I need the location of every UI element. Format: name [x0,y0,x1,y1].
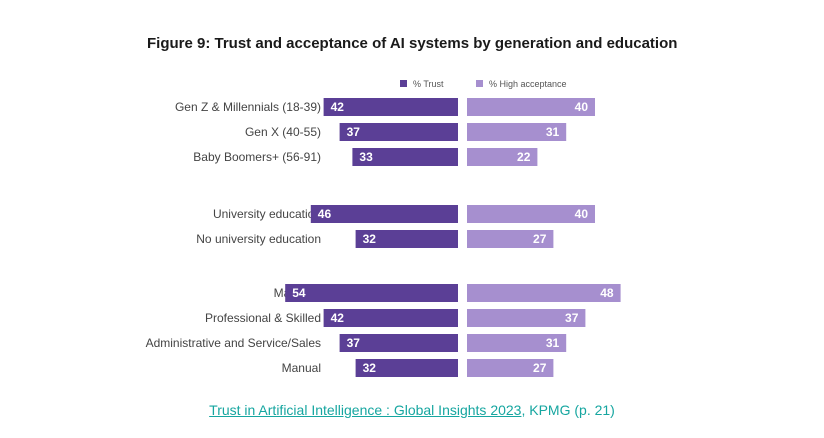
chart: Figure 9: Trust and acceptance of AI sys… [146,35,677,377]
source-caption: Trust in Artificial Intelligence : Globa… [0,402,824,418]
trust-bar-no-university-education [355,230,458,248]
legend-label-acceptance: % High acceptance [489,79,567,89]
acceptance-bar-baby-boomers-56-91 [467,148,538,166]
acceptance-bar-manager [467,284,621,302]
legend-swatch-acceptance [476,80,483,87]
legend-label-trust: % Trust [413,79,444,89]
acceptance-value-manager: 48 [600,286,614,300]
trust-value-gen-x-40-55: 37 [347,125,361,139]
acceptance-value-university-education: 40 [575,207,589,221]
category-label-baby-boomers-56-91: Baby Boomers+ (56-91) [193,150,321,164]
trust-bar-professional-skilled [323,309,458,327]
trust-value-manual: 32 [363,361,377,375]
source-link[interactable]: Trust in Artificial Intelligence : Globa… [209,402,522,418]
acceptance-value-no-university-education: 27 [533,232,547,246]
bars-layer: Gen Z & Millennials (18-39) 42 40 Gen X (40… [146,98,621,377]
acceptance-bar-professional-skilled [467,309,586,327]
acceptance-bar-university-education [467,205,595,223]
category-label-gen-z-millennials-18-39: Gen Z & Millennials (18-39) [175,100,321,114]
category-label-manual: Manual [282,361,321,375]
trust-bar-gen-x-40-55 [339,123,458,141]
trust-value-administrative-and-service-sales: 37 [347,336,361,350]
acceptance-bar-manual [467,359,554,377]
category-label-no-university-education: No university education [196,232,321,246]
trust-value-professional-skilled: 42 [331,311,345,325]
acceptance-value-manual: 27 [533,361,547,375]
trust-value-manager: 54 [292,286,306,300]
acceptance-bar-gen-z-millennials-18-39 [467,98,595,116]
trust-value-baby-boomers-56-91: 33 [359,150,373,164]
trust-value-gen-z-millennials-18-39: 42 [331,100,345,114]
trust-value-no-university-education: 32 [363,232,377,246]
trust-bar-gen-z-millennials-18-39 [323,98,458,116]
acceptance-value-baby-boomers-56-91: 22 [517,150,531,164]
trust-value-university-education: 46 [318,207,332,221]
legend-swatch-trust [400,80,407,87]
acceptance-value-gen-x-40-55: 31 [546,125,560,139]
trust-bar-administrative-and-service-sales [339,334,458,352]
source-publisher: , KPMG (p. 21) [521,402,615,418]
acceptance-value-professional-skilled: 37 [565,311,579,325]
category-label-professional-skilled: Professional & Skilled [205,311,321,325]
category-label-administrative-and-service-sales: Administrative and Service/Sales [146,336,321,350]
acceptance-value-gen-z-millennials-18-39: 40 [575,100,589,114]
trust-bar-manager [285,284,458,302]
trust-bar-manual [355,359,458,377]
category-label-university-education: University education [213,207,321,221]
trust-bar-baby-boomers-56-91 [352,148,458,166]
trust-bar-university-education [310,205,458,223]
acceptance-value-administrative-and-service-sales: 31 [546,336,560,350]
acceptance-bar-no-university-education [467,230,554,248]
acceptance-bar-administrative-and-service-sales [467,334,567,352]
chart-title: Figure 9: Trust and acceptance of AI sys… [147,35,677,52]
acceptance-bar-gen-x-40-55 [467,123,567,141]
category-label-gen-x-40-55: Gen X (40-55) [245,125,321,139]
